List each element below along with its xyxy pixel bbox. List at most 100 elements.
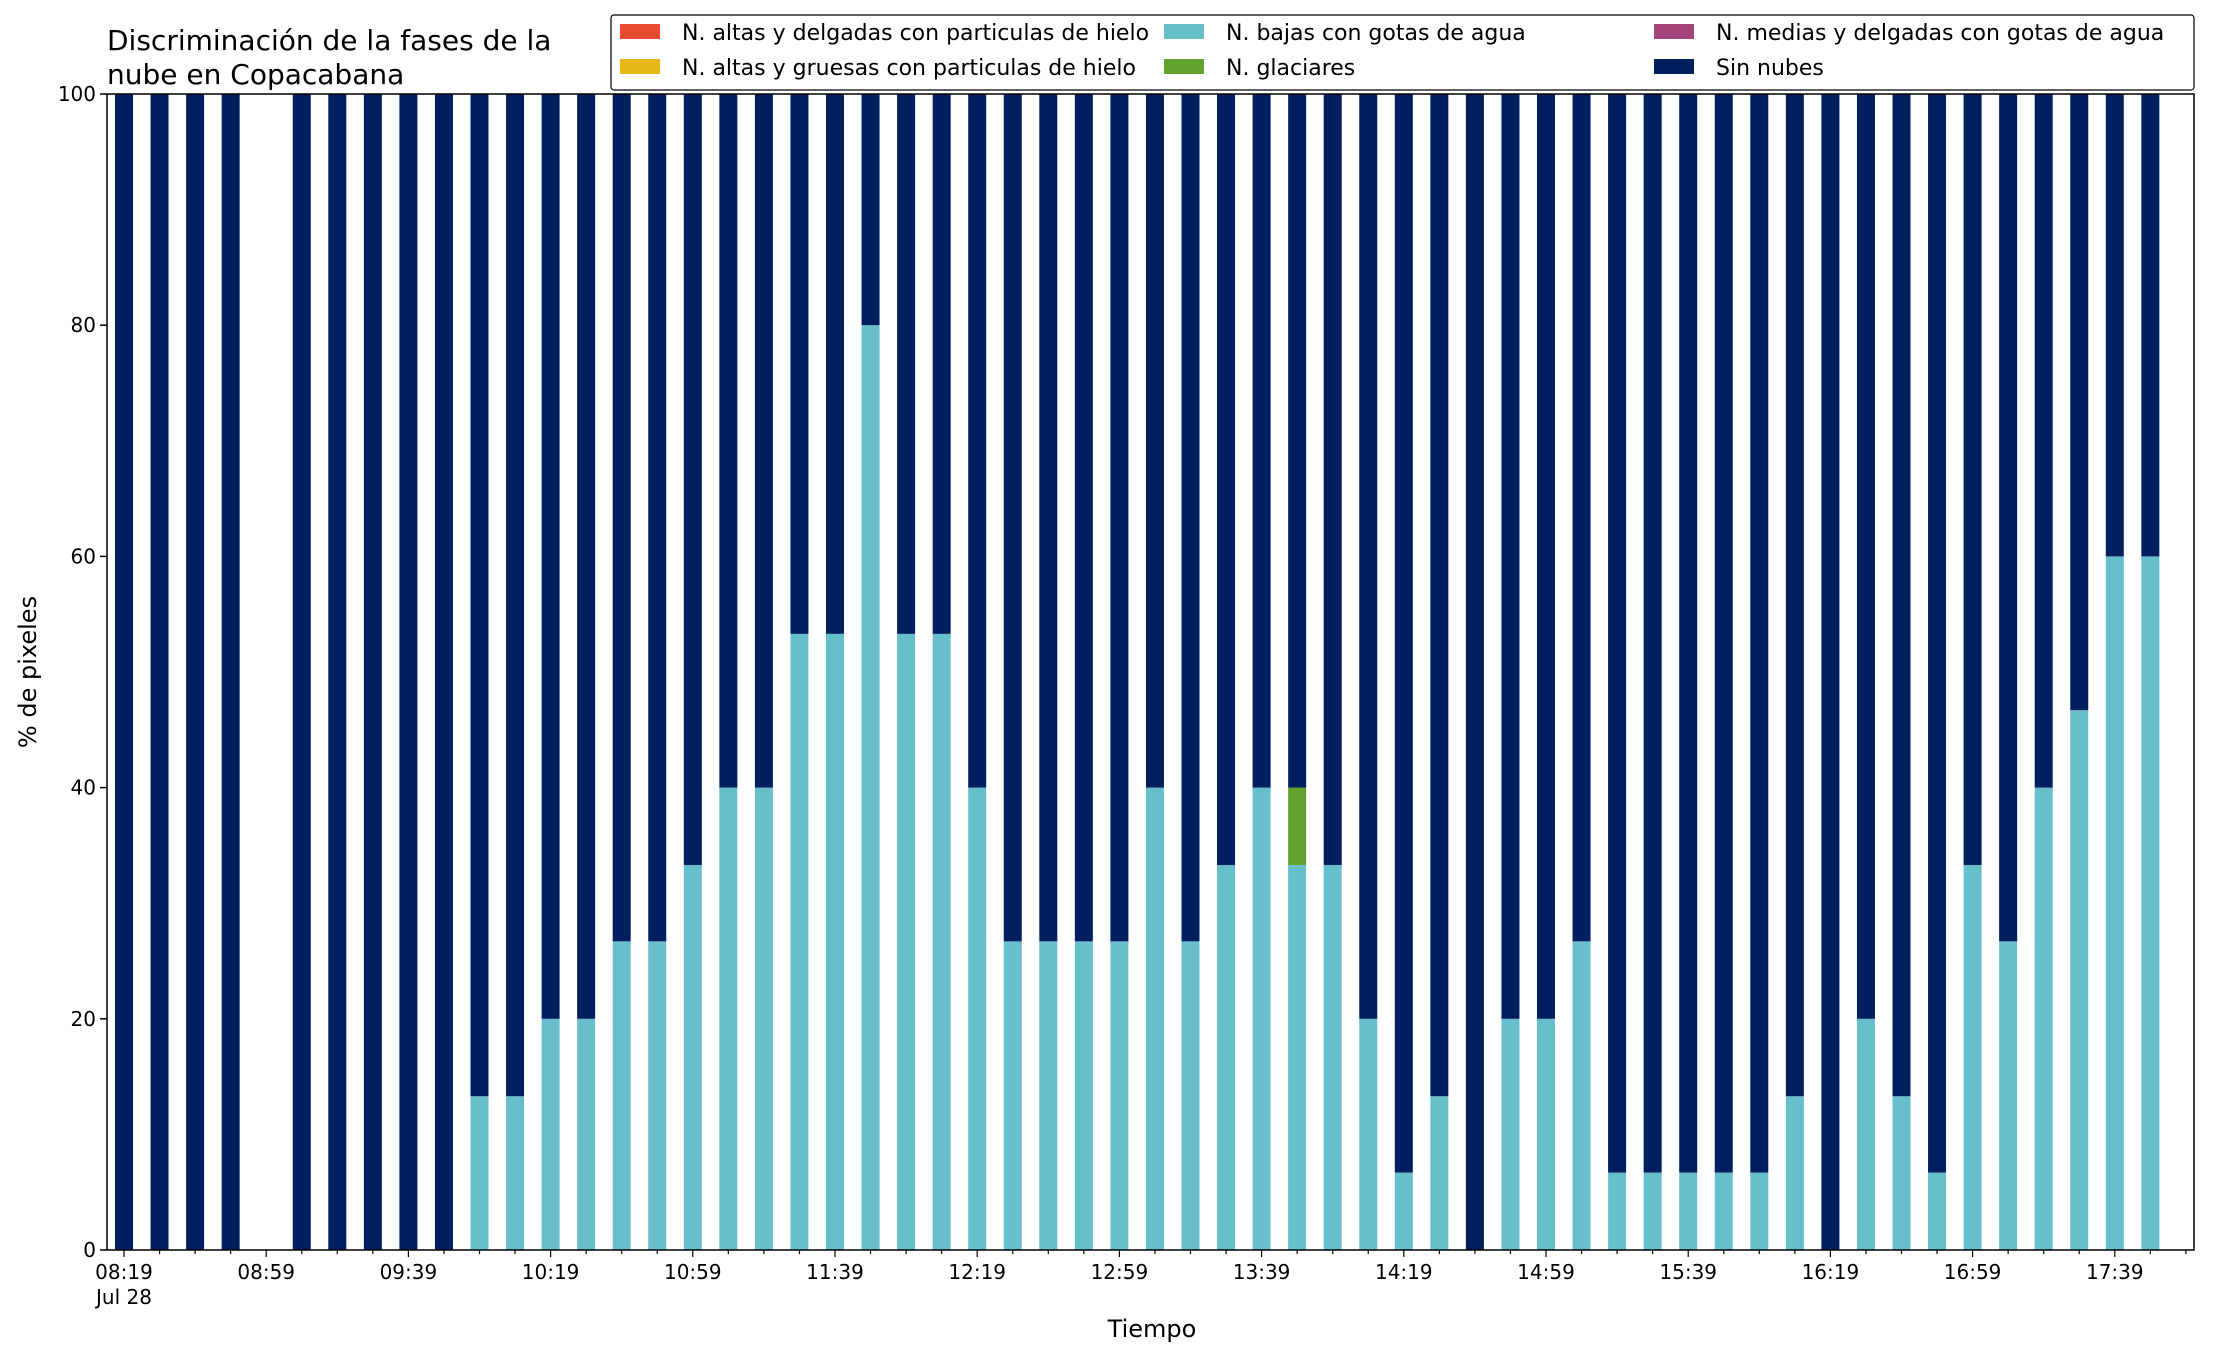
bar-segment-23-series-2 (932, 633, 951, 1250)
x-tick-label: 13:39 (1233, 1260, 1291, 1284)
bar-segment-34-series-5 (1323, 94, 1342, 866)
chart-title-line-1: Discriminación de la fases de la (107, 24, 551, 57)
bar-segment-26-series-2 (1039, 941, 1058, 1250)
y-tick-label: 100 (58, 82, 96, 106)
legend-box (610, 14, 2195, 91)
legend-swatch (1164, 59, 1204, 74)
x-tick-label: 12:19 (948, 1260, 1006, 1284)
bar-segment-51-series-2 (1928, 1172, 1947, 1250)
bar-segment-38-series-5 (1465, 94, 1484, 1250)
legend-label: N. glaciares (1226, 56, 1355, 81)
bar-segment-1-series-5 (150, 94, 169, 1250)
bar-segment-56-series-5 (2105, 94, 2124, 557)
bar-segment-43-series-2 (1643, 1172, 1662, 1250)
x-date-label: Jul 28 (94, 1285, 152, 1309)
bar-segment-45-series-2 (1714, 1172, 1733, 1250)
y-tick-label: 20 (71, 1007, 96, 1031)
bar-segment-33-series-3 (1288, 787, 1307, 866)
bar-segment-37-series-2 (1430, 1096, 1449, 1250)
bar-segment-41-series-5 (1572, 94, 1591, 942)
bar-segment-53-series-2 (1999, 941, 2018, 1250)
bar-segment-44-series-5 (1679, 94, 1698, 1173)
bar-segment-46-series-2 (1750, 1172, 1769, 1250)
bar-segment-39-series-2 (1501, 1018, 1520, 1250)
x-axis-label: Tiempo (1107, 1315, 1197, 1343)
bar-segment-34-series-2 (1323, 865, 1342, 1250)
legend: N. altas y delgadas con particulas de hi… (610, 14, 2195, 91)
bar-segment-53-series-5 (1999, 94, 2018, 942)
y-tick-label: 60 (71, 544, 96, 568)
bar-segment-24-series-2 (968, 787, 987, 1250)
x-tick-label: 14:19 (1375, 1260, 1433, 1284)
bar-segment-22-series-5 (897, 94, 916, 634)
y-tick-label: 80 (71, 313, 96, 337)
bar-segment-25-series-5 (1003, 94, 1022, 942)
y-axis-label: % de pixeles (14, 596, 42, 748)
bar-segment-52-series-5 (1963, 94, 1982, 866)
bar-segment-35-series-5 (1359, 94, 1378, 1019)
bar-segment-17-series-2 (719, 787, 738, 1250)
bar-segment-27-series-2 (1074, 941, 1093, 1250)
bar-segment-19-series-2 (790, 633, 809, 1250)
x-axis: 08:19 08:59 09:39 10:19 10:59 11:39 12:19 12:59… (94, 1250, 2187, 1309)
bar-segment-10-series-5 (470, 94, 489, 1097)
bar-segment-10-series-2 (470, 1096, 489, 1250)
bar-segment-20-series-5 (826, 94, 844, 634)
bar-segment-57-series-2 (2141, 556, 2160, 1250)
bar-segment-23-series-5 (932, 94, 951, 634)
bar-segment-11-series-5 (506, 94, 525, 1097)
bar-segment-7-series-5 (363, 94, 382, 1250)
bar-segment-50-series-2 (1892, 1096, 1911, 1250)
x-tick-label: 12:59 (1091, 1260, 1149, 1284)
bar-segment-21-series-5 (861, 94, 880, 326)
x-tick-label: 08:19 (95, 1260, 153, 1284)
bar-segment-36-series-2 (1394, 1172, 1413, 1250)
bar-segment-54-series-5 (2034, 94, 2053, 788)
chart-title: Discriminación de la fases de la nube en… (107, 24, 551, 91)
y-tick-label: 40 (71, 776, 96, 800)
bar-segment-31-series-2 (1217, 865, 1236, 1250)
bar-segment-18-series-2 (754, 787, 773, 1250)
legend-swatch (620, 59, 660, 74)
x-tick-label: 15:39 (1659, 1260, 1717, 1284)
bar-segment-15-series-5 (648, 94, 667, 942)
bar-segment-52-series-2 (1963, 865, 1982, 1250)
bar-segment-33-series-2 (1288, 865, 1307, 1250)
plot-area-frame (106, 93, 2195, 1251)
bar-segment-55-series-5 (2070, 94, 2089, 711)
x-tick-label: 10:19 (522, 1260, 580, 1284)
bar-segment-54-series-2 (2034, 787, 2053, 1250)
x-tick-label: 14:59 (1517, 1260, 1575, 1284)
bar-segment-37-series-5 (1430, 94, 1449, 1097)
bar-segment-26-series-5 (1039, 94, 1058, 942)
bar-segment-41-series-2 (1572, 941, 1591, 1250)
bar-segment-49-series-2 (1856, 1018, 1875, 1250)
bar-segment-33-series-5 (1288, 94, 1307, 788)
bar-segment-42-series-2 (1608, 1172, 1627, 1250)
bars-layer (115, 94, 2160, 1250)
bar-segment-5-series-5 (292, 94, 311, 1250)
bar-segment-12-series-2 (541, 1018, 560, 1250)
bar-segment-6-series-5 (328, 94, 347, 1250)
bar-segment-15-series-2 (648, 941, 667, 1250)
bar-segment-47-series-5 (1785, 94, 1804, 1097)
bar-segment-14-series-2 (612, 941, 631, 1250)
bar-segment-16-series-5 (683, 94, 702, 866)
bar-segment-20-series-2 (826, 633, 844, 1250)
bar-segment-13-series-2 (577, 1018, 596, 1250)
bar-segment-46-series-5 (1750, 94, 1769, 1173)
bar-segment-0-series-5 (115, 94, 133, 1250)
bar-segment-24-series-5 (968, 94, 987, 788)
x-tick-label: 08:59 (237, 1260, 295, 1284)
legend-swatch (1164, 24, 1204, 39)
legend-label: N. bajas con gotas de agua (1226, 21, 1526, 46)
bar-segment-8-series-5 (399, 94, 418, 1250)
legend-label: Sin nubes (1716, 56, 1824, 81)
bar-segment-19-series-5 (790, 94, 809, 634)
bar-segment-18-series-5 (754, 94, 773, 788)
x-tick-label: 16:19 (1802, 1260, 1860, 1284)
x-tick-label: 10:59 (664, 1260, 722, 1284)
bar-segment-22-series-2 (897, 633, 916, 1250)
bar-segment-3-series-5 (221, 94, 240, 1250)
